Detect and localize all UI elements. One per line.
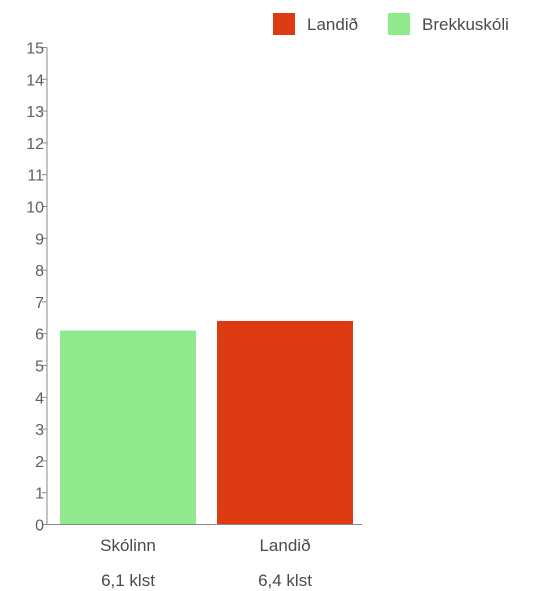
- legend-swatch: [388, 13, 410, 35]
- y-tick-label: 4: [35, 390, 44, 407]
- legend: Landið Brekkuskóli: [273, 13, 509, 35]
- y-tick-label: 3: [35, 422, 44, 439]
- y-tick-label: 10: [26, 200, 44, 217]
- bar: [60, 330, 196, 525]
- y-tick-label: 8: [35, 263, 44, 280]
- value-label: 6,4 klst: [258, 571, 312, 590]
- y-tick-label: 15: [26, 41, 44, 58]
- y-tick-label: 9: [35, 231, 44, 248]
- legend-swatch: [273, 13, 295, 35]
- y-tick-label: 14: [26, 72, 44, 89]
- y-tick-label: 11: [27, 168, 44, 185]
- x-category-label: Skólinn: [100, 536, 156, 555]
- y-tick-label: 1: [35, 486, 44, 503]
- legend-label: Brekkuskóli: [422, 15, 509, 34]
- x-axis: Skólinn 6,1 klst Landið 6,4 klst: [47, 524, 362, 590]
- value-label: 6,1 klst: [101, 571, 155, 590]
- y-tick-label: 12: [26, 136, 44, 153]
- y-tick-label: 13: [26, 104, 44, 121]
- x-category-label: Landið: [259, 536, 310, 555]
- legend-label: Landið: [307, 15, 358, 34]
- y-tick-label: 2: [35, 454, 44, 471]
- y-tick-label: 0: [35, 518, 44, 535]
- bar: [217, 320, 353, 525]
- y-tick-label: 5: [35, 359, 44, 376]
- bars: [60, 320, 353, 525]
- y-tick-label: 6: [35, 327, 44, 344]
- y-tick-label: 7: [35, 295, 44, 312]
